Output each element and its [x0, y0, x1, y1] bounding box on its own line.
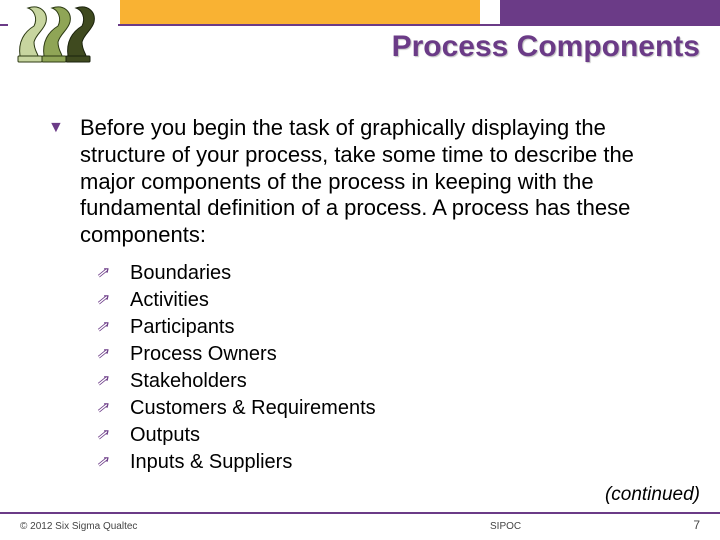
- arrow-bullet-icon: ⇗: [96, 452, 107, 472]
- list-item: ⇗Process Owners: [130, 341, 376, 368]
- arrow-bullet-icon: ⇗: [96, 263, 107, 283]
- triangle-bullet-icon: ▼: [48, 119, 64, 137]
- arrow-bullet-icon: ⇗: [96, 398, 107, 418]
- arrow-bullet-icon: ⇗: [96, 317, 107, 337]
- list-item: ⇗Activities: [130, 287, 376, 314]
- arrow-bullet-icon: ⇗: [96, 290, 107, 310]
- footer-divider: [0, 512, 720, 514]
- footer-copyright: © 2012 Six Sigma Qualtec: [20, 521, 137, 532]
- band-segment: [480, 0, 500, 24]
- logo: [8, 2, 118, 70]
- band-segment: [120, 0, 480, 24]
- list-item-label: Activities: [130, 289, 209, 311]
- main-paragraph: Before you begin the task of graphically…: [80, 115, 680, 249]
- list-item-label: Customers & Requirements: [130, 397, 376, 419]
- list-item-label: Process Owners: [130, 343, 277, 365]
- footer-page-number: 7: [693, 518, 700, 532]
- list-item-label: Stakeholders: [130, 370, 247, 392]
- arrow-bullet-icon: ⇗: [96, 344, 107, 364]
- component-list: ⇗Boundaries⇗Activities⇗Participants⇗Proc…: [130, 260, 376, 476]
- arrow-bullet-icon: ⇗: [96, 425, 107, 445]
- arrow-bullet-icon: ⇗: [96, 371, 107, 391]
- list-item-label: Boundaries: [130, 262, 231, 284]
- footer-section: SIPOC: [490, 521, 521, 532]
- continued-label: (continued): [605, 484, 700, 506]
- list-item-label: Inputs & Suppliers: [130, 451, 292, 473]
- list-item: ⇗Customers & Requirements: [130, 395, 376, 422]
- list-item: ⇗Boundaries: [130, 260, 376, 287]
- list-item-label: Outputs: [130, 424, 200, 446]
- list-item: ⇗Stakeholders: [130, 368, 376, 395]
- list-item: ⇗Participants: [130, 314, 376, 341]
- band-segment: [500, 0, 720, 24]
- list-item-label: Participants: [130, 316, 235, 338]
- slide-title: Process Components: [392, 30, 700, 64]
- list-item: ⇗Inputs & Suppliers: [130, 449, 376, 476]
- list-item: ⇗Outputs: [130, 422, 376, 449]
